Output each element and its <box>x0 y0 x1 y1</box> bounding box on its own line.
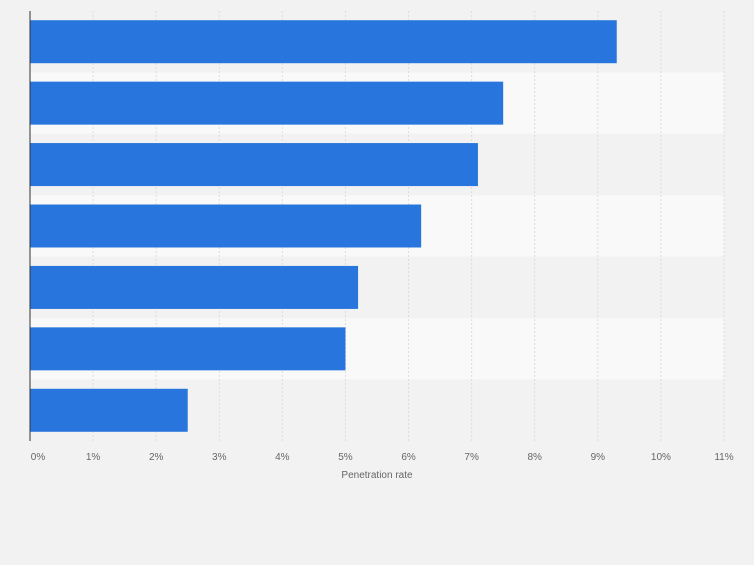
x-tick-label: 5% <box>338 452 353 463</box>
x-tick-label: 8% <box>528 452 543 463</box>
x-tick-labels: 0% 1% 2% 3% 4% 5% 6% 7% 8% 9% 10% 11% <box>31 452 734 463</box>
x-tick-label: 2% <box>149 452 164 463</box>
bar[interactable] <box>30 143 478 187</box>
x-tick-label: 7% <box>464 452 479 463</box>
bar[interactable] <box>30 388 188 432</box>
bar[interactable] <box>30 81 504 125</box>
bars <box>30 20 617 432</box>
x-tick-label: 6% <box>401 452 416 463</box>
bar[interactable] <box>30 204 422 248</box>
x-tick-label: 4% <box>275 452 290 463</box>
x-tick-label: 10% <box>651 452 671 463</box>
x-tick-label: 11% <box>714 452 733 463</box>
x-tick-label: 0% <box>31 452 46 463</box>
bar[interactable] <box>30 327 346 371</box>
bar[interactable] <box>30 265 359 309</box>
x-tick-label: 1% <box>86 452 101 463</box>
x-axis-label: Penetration rate <box>341 470 413 481</box>
x-tick-label: 9% <box>591 452 606 463</box>
x-tick-label: 3% <box>212 452 227 463</box>
bar[interactable] <box>30 20 617 64</box>
